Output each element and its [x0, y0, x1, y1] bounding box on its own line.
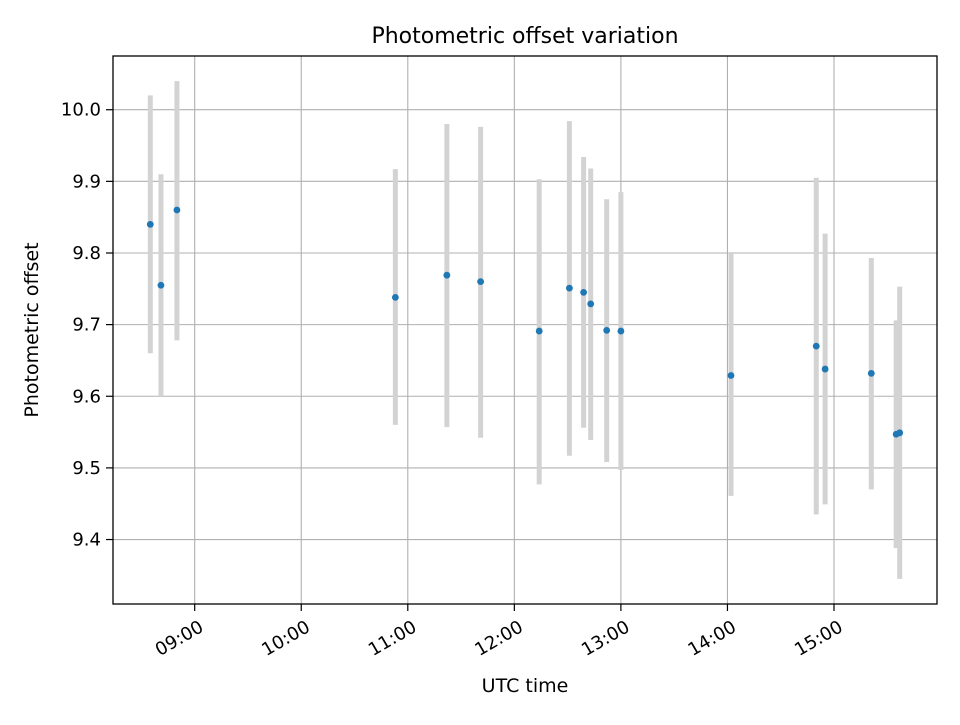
y-tick-label: 10.0 — [61, 100, 101, 121]
data-point — [146, 220, 154, 228]
chart-title: Photometric offset variation — [371, 24, 678, 49]
grid — [113, 56, 937, 604]
data-point — [617, 327, 625, 335]
data-point — [896, 429, 904, 437]
y-tick-label: 9.6 — [72, 386, 101, 407]
data-point — [587, 300, 595, 308]
x-axis-title: UTC time — [482, 675, 569, 697]
data-point — [603, 326, 611, 334]
data-points — [146, 206, 904, 438]
data-point — [173, 206, 181, 214]
data-point — [157, 281, 165, 289]
data-point — [580, 288, 588, 296]
y-tick-label: 9.5 — [72, 458, 101, 479]
y-tick-label: 9.9 — [72, 171, 101, 192]
y-tick-label: 9.8 — [72, 243, 101, 264]
y-axis-title: Photometric offset — [21, 242, 43, 417]
y-tick-label: 9.4 — [72, 530, 101, 551]
y-tick-label: 9.7 — [72, 315, 101, 336]
data-point — [443, 271, 451, 279]
data-point — [821, 365, 829, 373]
plot-frame — [112, 55, 938, 605]
data-point — [812, 342, 820, 350]
data-point — [867, 369, 875, 377]
data-point — [535, 327, 543, 335]
data-point — [727, 372, 735, 379]
data-point — [391, 294, 399, 301]
data-point — [477, 278, 485, 286]
data-point — [565, 284, 573, 292]
